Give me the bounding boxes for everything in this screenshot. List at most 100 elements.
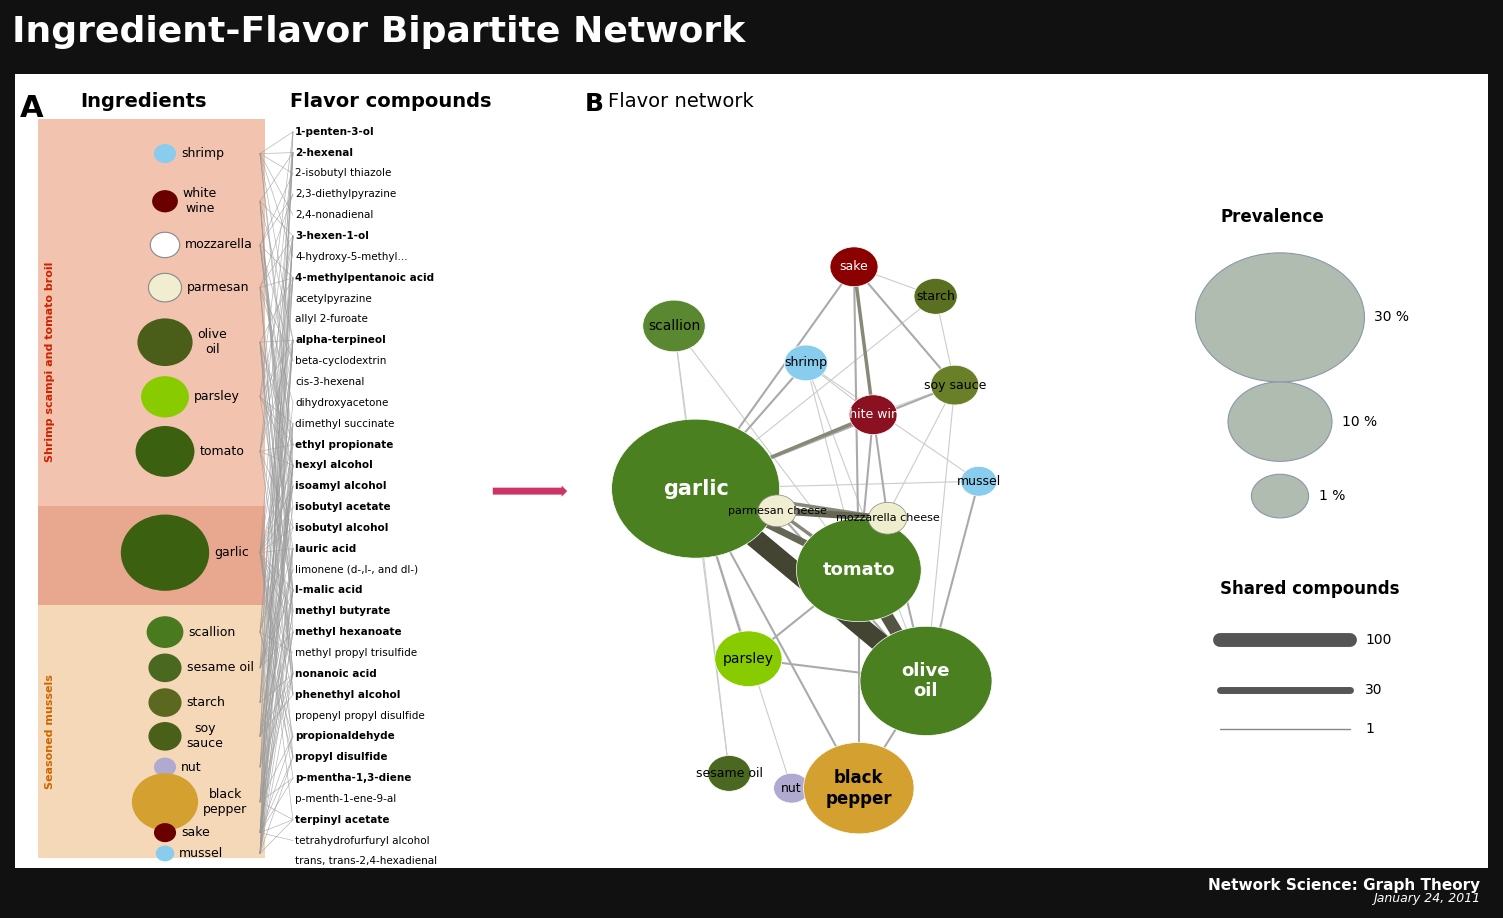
Text: 2,3-diethylpyrazine: 2,3-diethylpyrazine	[295, 189, 397, 199]
Bar	[38, 506, 265, 605]
Text: sake: sake	[840, 261, 869, 274]
Text: mozzarella cheese: mozzarella cheese	[836, 513, 939, 523]
Text: 2-isobutyl thiazole: 2-isobutyl thiazole	[295, 169, 391, 178]
Text: scallion: scallion	[648, 319, 700, 333]
Text: 1-penten-3-ol: 1-penten-3-ol	[295, 127, 374, 137]
Text: tomato: tomato	[822, 561, 896, 579]
Bar	[38, 605, 265, 858]
Ellipse shape	[147, 616, 183, 648]
Text: phenethyl alcohol: phenethyl alcohol	[295, 689, 400, 700]
Text: parsley: parsley	[194, 390, 240, 403]
Text: tetrahydrofurfuryl alcohol: tetrahydrofurfuryl alcohol	[295, 835, 430, 845]
Text: Ingredients: Ingredients	[80, 92, 206, 111]
Text: 1 %: 1 %	[1318, 489, 1345, 503]
Text: scallion: scallion	[188, 625, 236, 639]
Ellipse shape	[830, 247, 878, 286]
Ellipse shape	[612, 420, 780, 558]
Text: nut: nut	[782, 781, 803, 795]
Text: 4-hydroxy-5-methyl...: 4-hydroxy-5-methyl...	[295, 252, 407, 262]
Text: olive
oil: olive oil	[902, 662, 950, 700]
Text: cis-3-hexenal: cis-3-hexenal	[295, 377, 364, 387]
Text: l-malic acid: l-malic acid	[295, 586, 362, 596]
Text: sesame oil: sesame oil	[186, 661, 254, 675]
Text: hexyl alcohol: hexyl alcohol	[295, 460, 373, 470]
Text: parmesan cheese: parmesan cheese	[727, 506, 827, 516]
Ellipse shape	[797, 519, 921, 621]
Text: Seasoned mussels: Seasoned mussels	[45, 675, 56, 789]
Ellipse shape	[153, 144, 176, 163]
Ellipse shape	[137, 319, 192, 366]
Text: nonanoic acid: nonanoic acid	[295, 669, 377, 678]
Text: methyl hexanoate: methyl hexanoate	[295, 627, 401, 637]
Text: lauric acid: lauric acid	[295, 543, 356, 554]
Ellipse shape	[774, 773, 810, 803]
Ellipse shape	[149, 654, 182, 682]
Ellipse shape	[149, 274, 182, 302]
Text: soy sauce: soy sauce	[924, 378, 986, 392]
Text: terpinyl acetate: terpinyl acetate	[295, 815, 389, 824]
Text: trans, trans-2,4-hexadienal: trans, trans-2,4-hexadienal	[295, 856, 437, 867]
Ellipse shape	[1195, 252, 1365, 382]
Ellipse shape	[860, 626, 992, 735]
Ellipse shape	[758, 495, 797, 527]
Text: 3-hexen-1-ol: 3-hexen-1-ol	[295, 231, 368, 241]
Ellipse shape	[849, 395, 897, 434]
Text: garlic: garlic	[213, 546, 249, 559]
Text: propionaldehyde: propionaldehyde	[295, 732, 395, 742]
Text: ethyl propionate: ethyl propionate	[295, 440, 394, 450]
Text: 30 %: 30 %	[1375, 310, 1410, 324]
Text: Flavor compounds: Flavor compounds	[290, 92, 491, 111]
Ellipse shape	[914, 278, 957, 314]
Text: 100: 100	[1365, 633, 1392, 647]
Text: Ingredient-Flavor Bipartite Network: Ingredient-Flavor Bipartite Network	[12, 15, 745, 50]
Text: 4-methylpentanoic acid: 4-methylpentanoic acid	[295, 273, 434, 283]
Ellipse shape	[804, 743, 914, 834]
Text: methyl propyl trisulfide: methyl propyl trisulfide	[295, 648, 418, 658]
Text: p-mentha-1,3-diene: p-mentha-1,3-diene	[295, 773, 412, 783]
Text: 2,4-nonadienal: 2,4-nonadienal	[295, 210, 373, 220]
Ellipse shape	[149, 722, 182, 751]
Ellipse shape	[708, 756, 752, 791]
Text: allyl 2-furoate: allyl 2-furoate	[295, 315, 368, 324]
Text: 1: 1	[1365, 722, 1374, 736]
Bar	[38, 118, 265, 506]
Text: white
wine: white wine	[183, 187, 216, 215]
Text: propyl disulfide: propyl disulfide	[295, 752, 388, 762]
Text: 10 %: 10 %	[1342, 415, 1377, 429]
Text: Network Science: Graph Theory: Network Science: Graph Theory	[1208, 879, 1480, 893]
Ellipse shape	[715, 631, 782, 687]
Ellipse shape	[153, 757, 176, 777]
Text: nut: nut	[180, 761, 201, 774]
Ellipse shape	[149, 688, 182, 717]
Ellipse shape	[150, 232, 180, 258]
Ellipse shape	[132, 773, 198, 831]
Text: black
pepper: black pepper	[825, 768, 893, 808]
Text: garlic: garlic	[663, 478, 729, 498]
Text: limonene (d-,l-, and dl-): limonene (d-,l-, and dl-)	[295, 565, 418, 575]
Text: propenyl propyl disulfide: propenyl propyl disulfide	[295, 711, 425, 721]
Text: soy
sauce: soy sauce	[186, 722, 224, 750]
Ellipse shape	[643, 300, 705, 352]
Text: starch: starch	[917, 290, 954, 303]
Text: olive
oil: olive oil	[197, 329, 227, 356]
Text: dimethyl succinate: dimethyl succinate	[295, 419, 394, 429]
Text: January 24, 2011: January 24, 2011	[1372, 892, 1480, 905]
Text: isobutyl alcohol: isobutyl alcohol	[295, 523, 388, 532]
Text: shrimp: shrimp	[180, 147, 224, 160]
Text: mozzarella: mozzarella	[185, 239, 253, 252]
Text: 30: 30	[1365, 683, 1383, 697]
Text: methyl butyrate: methyl butyrate	[295, 606, 391, 616]
Ellipse shape	[960, 466, 996, 496]
Text: 2-hexenal: 2-hexenal	[295, 148, 353, 158]
Text: shrimp: shrimp	[785, 356, 828, 369]
Ellipse shape	[869, 502, 906, 534]
Text: black
pepper: black pepper	[203, 788, 248, 816]
Ellipse shape	[1228, 382, 1332, 462]
Text: A: A	[20, 94, 44, 123]
Text: Shrimp scampi and tomato broil: Shrimp scampi and tomato broil	[45, 262, 56, 463]
Text: dihydroxyacetone: dihydroxyacetone	[295, 397, 388, 408]
Text: starch: starch	[186, 696, 225, 709]
Ellipse shape	[785, 345, 828, 381]
Text: parsley: parsley	[723, 652, 774, 666]
Ellipse shape	[156, 845, 174, 861]
